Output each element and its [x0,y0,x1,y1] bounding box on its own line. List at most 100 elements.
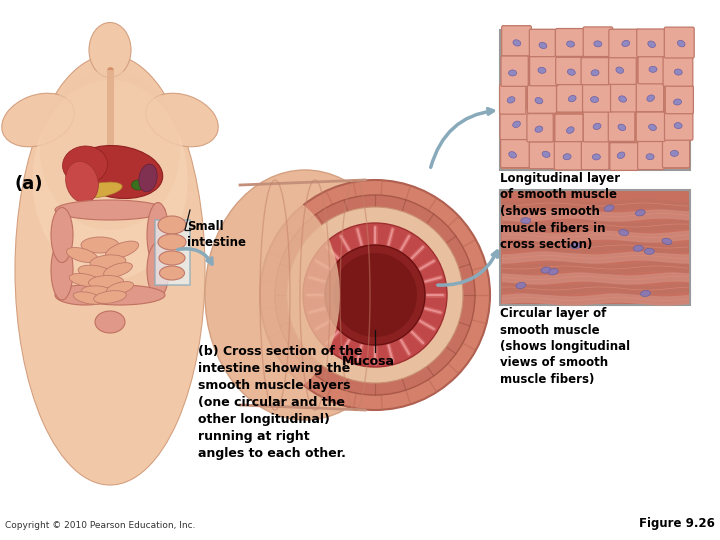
Text: Circular layer of
smooth muscle
(shows longitudinal
views of smooth
muscle fiber: Circular layer of smooth muscle (shows l… [500,307,630,386]
Ellipse shape [591,70,599,76]
Bar [500,190,690,305]
Ellipse shape [541,267,551,273]
Ellipse shape [105,241,139,259]
FancyBboxPatch shape [638,54,665,84]
Ellipse shape [563,154,571,160]
FancyBboxPatch shape [611,83,636,112]
Ellipse shape [618,230,629,235]
Text: Mucosa: Mucosa [342,355,395,368]
Ellipse shape [535,98,543,104]
Ellipse shape [40,70,180,230]
FancyBboxPatch shape [581,58,610,85]
Ellipse shape [508,70,516,76]
FancyBboxPatch shape [636,112,665,141]
Circle shape [287,207,463,383]
Circle shape [260,180,490,410]
Ellipse shape [73,145,163,199]
Ellipse shape [51,207,73,262]
Ellipse shape [63,146,107,184]
Ellipse shape [160,266,184,280]
FancyBboxPatch shape [527,113,553,142]
FancyBboxPatch shape [555,114,583,141]
FancyBboxPatch shape [582,84,612,112]
Ellipse shape [95,311,125,333]
FancyBboxPatch shape [665,85,693,114]
Ellipse shape [104,262,132,278]
Ellipse shape [635,210,645,216]
Ellipse shape [673,99,682,105]
Text: Copyright © 2010 Pearson Education, Inc.: Copyright © 2010 Pearson Education, Inc. [5,521,196,530]
Ellipse shape [81,237,119,253]
Ellipse shape [89,23,131,78]
Ellipse shape [567,41,575,47]
Ellipse shape [107,281,134,294]
Ellipse shape [94,291,127,303]
Ellipse shape [618,96,626,102]
Ellipse shape [147,202,169,267]
FancyBboxPatch shape [583,27,613,57]
Ellipse shape [593,123,601,130]
FancyBboxPatch shape [556,57,584,85]
Ellipse shape [674,123,682,129]
Text: Small
intestine: Small intestine [187,220,246,249]
Ellipse shape [622,40,630,46]
Ellipse shape [521,218,531,224]
Ellipse shape [593,154,600,160]
Ellipse shape [542,151,550,158]
Ellipse shape [90,255,126,269]
FancyBboxPatch shape [555,29,584,56]
FancyBboxPatch shape [636,83,664,112]
FancyBboxPatch shape [530,56,559,86]
Ellipse shape [634,245,643,251]
FancyBboxPatch shape [500,138,530,167]
Ellipse shape [590,97,598,103]
FancyBboxPatch shape [608,111,635,141]
Ellipse shape [594,41,602,47]
Ellipse shape [147,242,169,298]
Ellipse shape [617,152,625,158]
Ellipse shape [51,240,73,300]
FancyBboxPatch shape [527,85,557,113]
Text: Figure 9.26: Figure 9.26 [639,517,715,530]
Ellipse shape [78,265,112,279]
FancyBboxPatch shape [608,53,636,84]
Ellipse shape [567,69,575,75]
Ellipse shape [73,292,103,304]
Circle shape [333,253,417,337]
FancyBboxPatch shape [557,82,585,112]
Ellipse shape [670,150,678,157]
Ellipse shape [549,268,558,275]
Bar [500,30,690,170]
FancyBboxPatch shape [662,138,690,168]
Ellipse shape [66,161,99,202]
Circle shape [303,223,447,367]
FancyBboxPatch shape [500,109,529,140]
FancyBboxPatch shape [529,141,558,168]
Ellipse shape [539,42,546,49]
Ellipse shape [210,195,340,395]
FancyBboxPatch shape [500,85,526,114]
Ellipse shape [513,121,521,127]
Ellipse shape [139,164,157,192]
Ellipse shape [516,282,526,288]
Ellipse shape [55,200,165,220]
Ellipse shape [604,205,614,211]
Ellipse shape [132,180,145,190]
Ellipse shape [571,242,580,249]
FancyBboxPatch shape [529,29,556,57]
Ellipse shape [81,286,114,298]
Ellipse shape [32,80,187,280]
FancyBboxPatch shape [638,140,664,170]
Circle shape [275,195,475,395]
Ellipse shape [644,248,654,254]
Ellipse shape [647,95,654,102]
Ellipse shape [568,96,576,102]
FancyBboxPatch shape [502,26,531,56]
Ellipse shape [567,127,574,133]
Ellipse shape [508,97,515,103]
FancyBboxPatch shape [665,110,693,140]
Ellipse shape [205,170,405,420]
Ellipse shape [662,238,672,245]
Ellipse shape [15,55,205,485]
Ellipse shape [158,234,186,250]
